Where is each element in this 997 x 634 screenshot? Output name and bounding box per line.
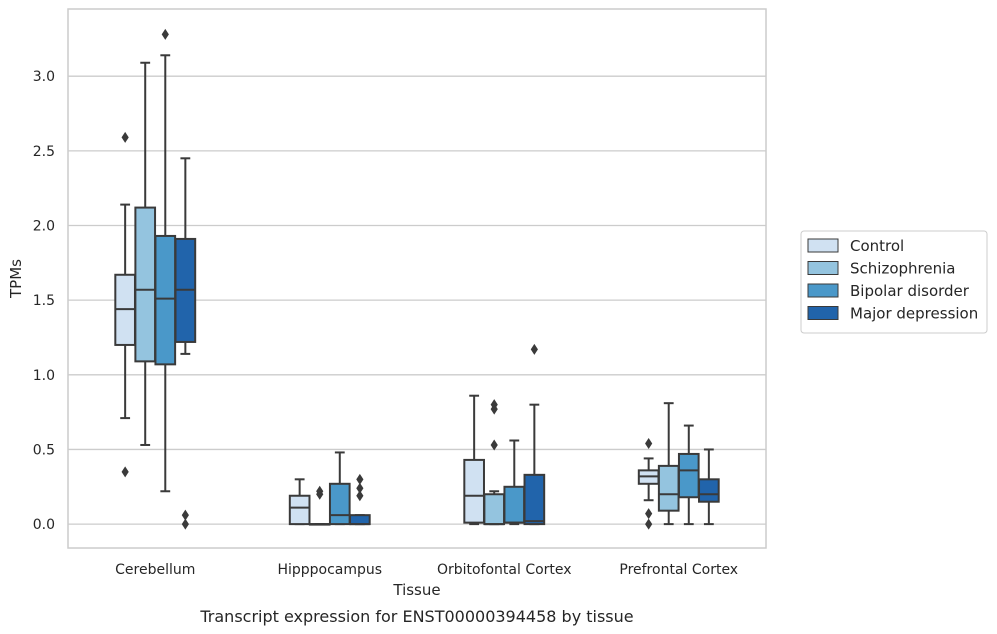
legend-label: Control xyxy=(850,237,904,255)
outlier-point xyxy=(645,508,653,520)
outlier-point xyxy=(645,437,653,449)
box-iqr xyxy=(288,494,311,526)
box-iqr xyxy=(154,234,177,366)
box-iqr xyxy=(134,206,157,363)
box-iqr xyxy=(349,514,371,526)
legend-swatch xyxy=(807,283,839,298)
outlier-point xyxy=(181,509,189,521)
box-iqr xyxy=(523,473,546,526)
y-tick-labels: 0.0 0.5 1.0 1.5 2.0 2.5 3.0 xyxy=(33,69,55,533)
box-iqr xyxy=(677,452,700,499)
legend-item: Control xyxy=(807,237,904,255)
y-tick-label: 3.0 xyxy=(33,69,55,85)
box xyxy=(657,402,680,526)
legend-frame xyxy=(800,230,988,334)
y-axis-label: TPMs xyxy=(7,259,25,299)
box-iqr xyxy=(698,478,720,503)
box xyxy=(523,343,546,526)
box xyxy=(463,394,485,526)
box xyxy=(483,399,506,526)
legend-item: Bipolar disorder xyxy=(807,282,970,300)
box-iqr xyxy=(503,485,526,524)
y-tick-label: 0.0 xyxy=(33,517,55,533)
box-iqr xyxy=(657,464,680,512)
x-tick-label: Orbitofontal Cortex xyxy=(437,562,572,578)
outlier-point xyxy=(530,343,538,355)
box xyxy=(677,424,700,526)
box-iqr xyxy=(483,493,506,526)
x-tick-label: Prefrontal Cortex xyxy=(619,562,738,578)
series-group xyxy=(114,131,660,530)
outlier-point xyxy=(645,518,653,530)
x-axis-label: Tissue xyxy=(392,581,440,599)
box xyxy=(637,437,660,530)
outlier-point xyxy=(121,466,129,478)
box xyxy=(288,478,311,526)
box xyxy=(503,439,526,526)
legend-swatch xyxy=(807,261,839,275)
legend: Control Schizophrenia Bipolar disorder Majo… xyxy=(800,230,988,334)
legend-item: Major depression xyxy=(807,305,978,323)
box xyxy=(349,473,371,526)
legend-label: Schizophrenia xyxy=(850,260,955,278)
box xyxy=(154,28,177,493)
plot-frame xyxy=(67,8,767,549)
box xyxy=(174,157,197,530)
outlier-point xyxy=(356,482,364,494)
y-tick-label: 1.5 xyxy=(33,293,55,309)
legend-item: Schizophrenia xyxy=(807,260,955,278)
box-iqr xyxy=(328,482,351,526)
series-group xyxy=(174,157,720,530)
legend-label: Major depression xyxy=(850,305,978,323)
outlier-point xyxy=(490,439,498,451)
y-tick-label: 2.5 xyxy=(33,144,55,160)
box xyxy=(328,451,351,526)
chart-caption: Transcript expression for ENST0000039445… xyxy=(199,607,633,626)
box xyxy=(114,131,136,478)
x-tick-labels: Cerebellum Hipppocampus Orbitofontal Corte… xyxy=(115,562,738,578)
y-tick-label: 0.5 xyxy=(33,442,55,458)
outlier-point xyxy=(356,473,364,485)
y-tick-label: 1.0 xyxy=(33,368,55,384)
legend-label: Bipolar disorder xyxy=(850,282,970,300)
box-iqr xyxy=(463,458,485,524)
box-series xyxy=(114,28,720,530)
x-tick-label: Hipppocampus xyxy=(277,562,382,578)
box xyxy=(308,485,331,526)
series-group xyxy=(134,61,680,526)
x-tick-label: Cerebellum xyxy=(115,562,195,578)
y-tick-label: 2.0 xyxy=(33,218,55,234)
outlier-point xyxy=(490,403,498,415)
outlier-point xyxy=(121,131,129,143)
outlier-point xyxy=(181,518,189,530)
outlier-point xyxy=(316,485,324,497)
outlier-point xyxy=(356,490,364,502)
box xyxy=(134,61,157,446)
outlier-point xyxy=(161,28,169,40)
series-group xyxy=(154,28,700,526)
legend-swatch xyxy=(807,238,839,253)
legend-swatch xyxy=(807,306,839,320)
box xyxy=(698,448,720,526)
